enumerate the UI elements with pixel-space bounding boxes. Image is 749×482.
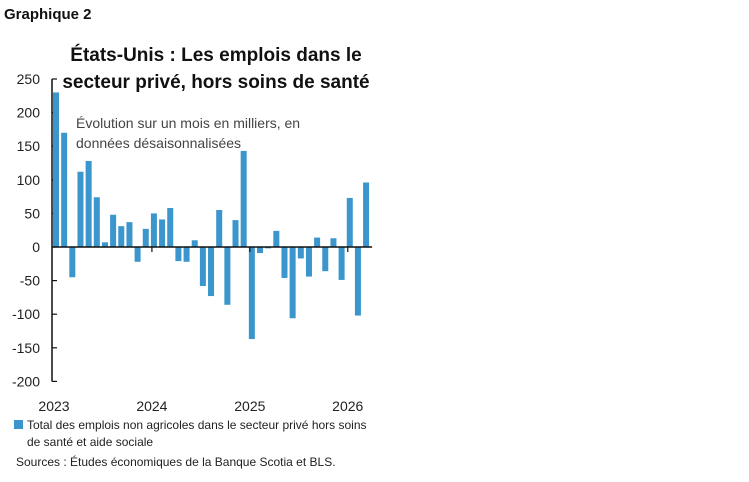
bar <box>85 160 92 247</box>
bar <box>126 222 133 247</box>
bar <box>232 220 239 247</box>
x-tick-label: 2025 <box>234 398 265 414</box>
bar <box>305 247 312 277</box>
bar <box>191 240 198 247</box>
y-tick-label: -150 <box>12 340 40 356</box>
bar <box>142 228 149 247</box>
bar <box>77 171 84 247</box>
y-tick-label: -50 <box>20 273 40 289</box>
legend-label: Total des emplois non agricoles dans le … <box>27 418 367 432</box>
bar <box>199 247 206 286</box>
y-tick-label: 150 <box>17 138 41 154</box>
x-tick-label: 2026 <box>332 398 363 414</box>
chart-title: États-Unis : Les emplois dans le secteur… <box>62 45 370 93</box>
legend: Total des emplois non agricoles dans le … <box>14 417 414 451</box>
y-tick-label: 250 <box>17 71 41 87</box>
bar <box>314 237 321 247</box>
bar <box>216 210 223 247</box>
bar <box>134 247 141 262</box>
bar <box>159 219 166 247</box>
bar <box>330 238 337 247</box>
bar <box>167 208 174 247</box>
bar <box>346 197 353 247</box>
bar <box>53 92 59 247</box>
x-tick-label: 2023 <box>38 398 69 414</box>
bar <box>281 247 288 278</box>
bar <box>297 247 304 259</box>
bar <box>118 226 125 247</box>
y-tick-label: 50 <box>24 205 40 221</box>
bar <box>208 247 215 297</box>
bar <box>240 150 247 247</box>
legend-swatch <box>14 420 23 429</box>
legend-label-cont: de santé et aide sociale <box>27 435 154 449</box>
bar <box>273 230 280 247</box>
y-tick-label: -200 <box>12 373 40 389</box>
bar <box>354 247 361 316</box>
sources-note: Sources : Études économiques de la Banqu… <box>16 455 336 469</box>
bar <box>110 214 117 247</box>
bar <box>175 247 182 262</box>
y-tick-label: 100 <box>17 172 41 188</box>
y-tick-label: -100 <box>12 306 40 322</box>
y-tick-label: 0 <box>32 239 40 255</box>
figure-label: Graphique 2 <box>4 6 92 23</box>
bar <box>101 242 108 247</box>
bar <box>338 247 345 280</box>
bar <box>363 182 370 247</box>
bar <box>183 247 190 262</box>
bar <box>248 247 255 340</box>
chart-subtitle: Évolution sur un mois en milliers, en do… <box>76 115 301 151</box>
bar <box>257 247 263 254</box>
bar <box>224 247 231 305</box>
bar <box>150 213 157 247</box>
y-tick-label: 200 <box>17 105 41 121</box>
bar <box>93 197 100 247</box>
bar <box>322 247 329 272</box>
x-tick-label: 2024 <box>136 398 167 414</box>
bar <box>289 247 296 319</box>
bar <box>61 132 68 247</box>
bar <box>69 247 76 278</box>
